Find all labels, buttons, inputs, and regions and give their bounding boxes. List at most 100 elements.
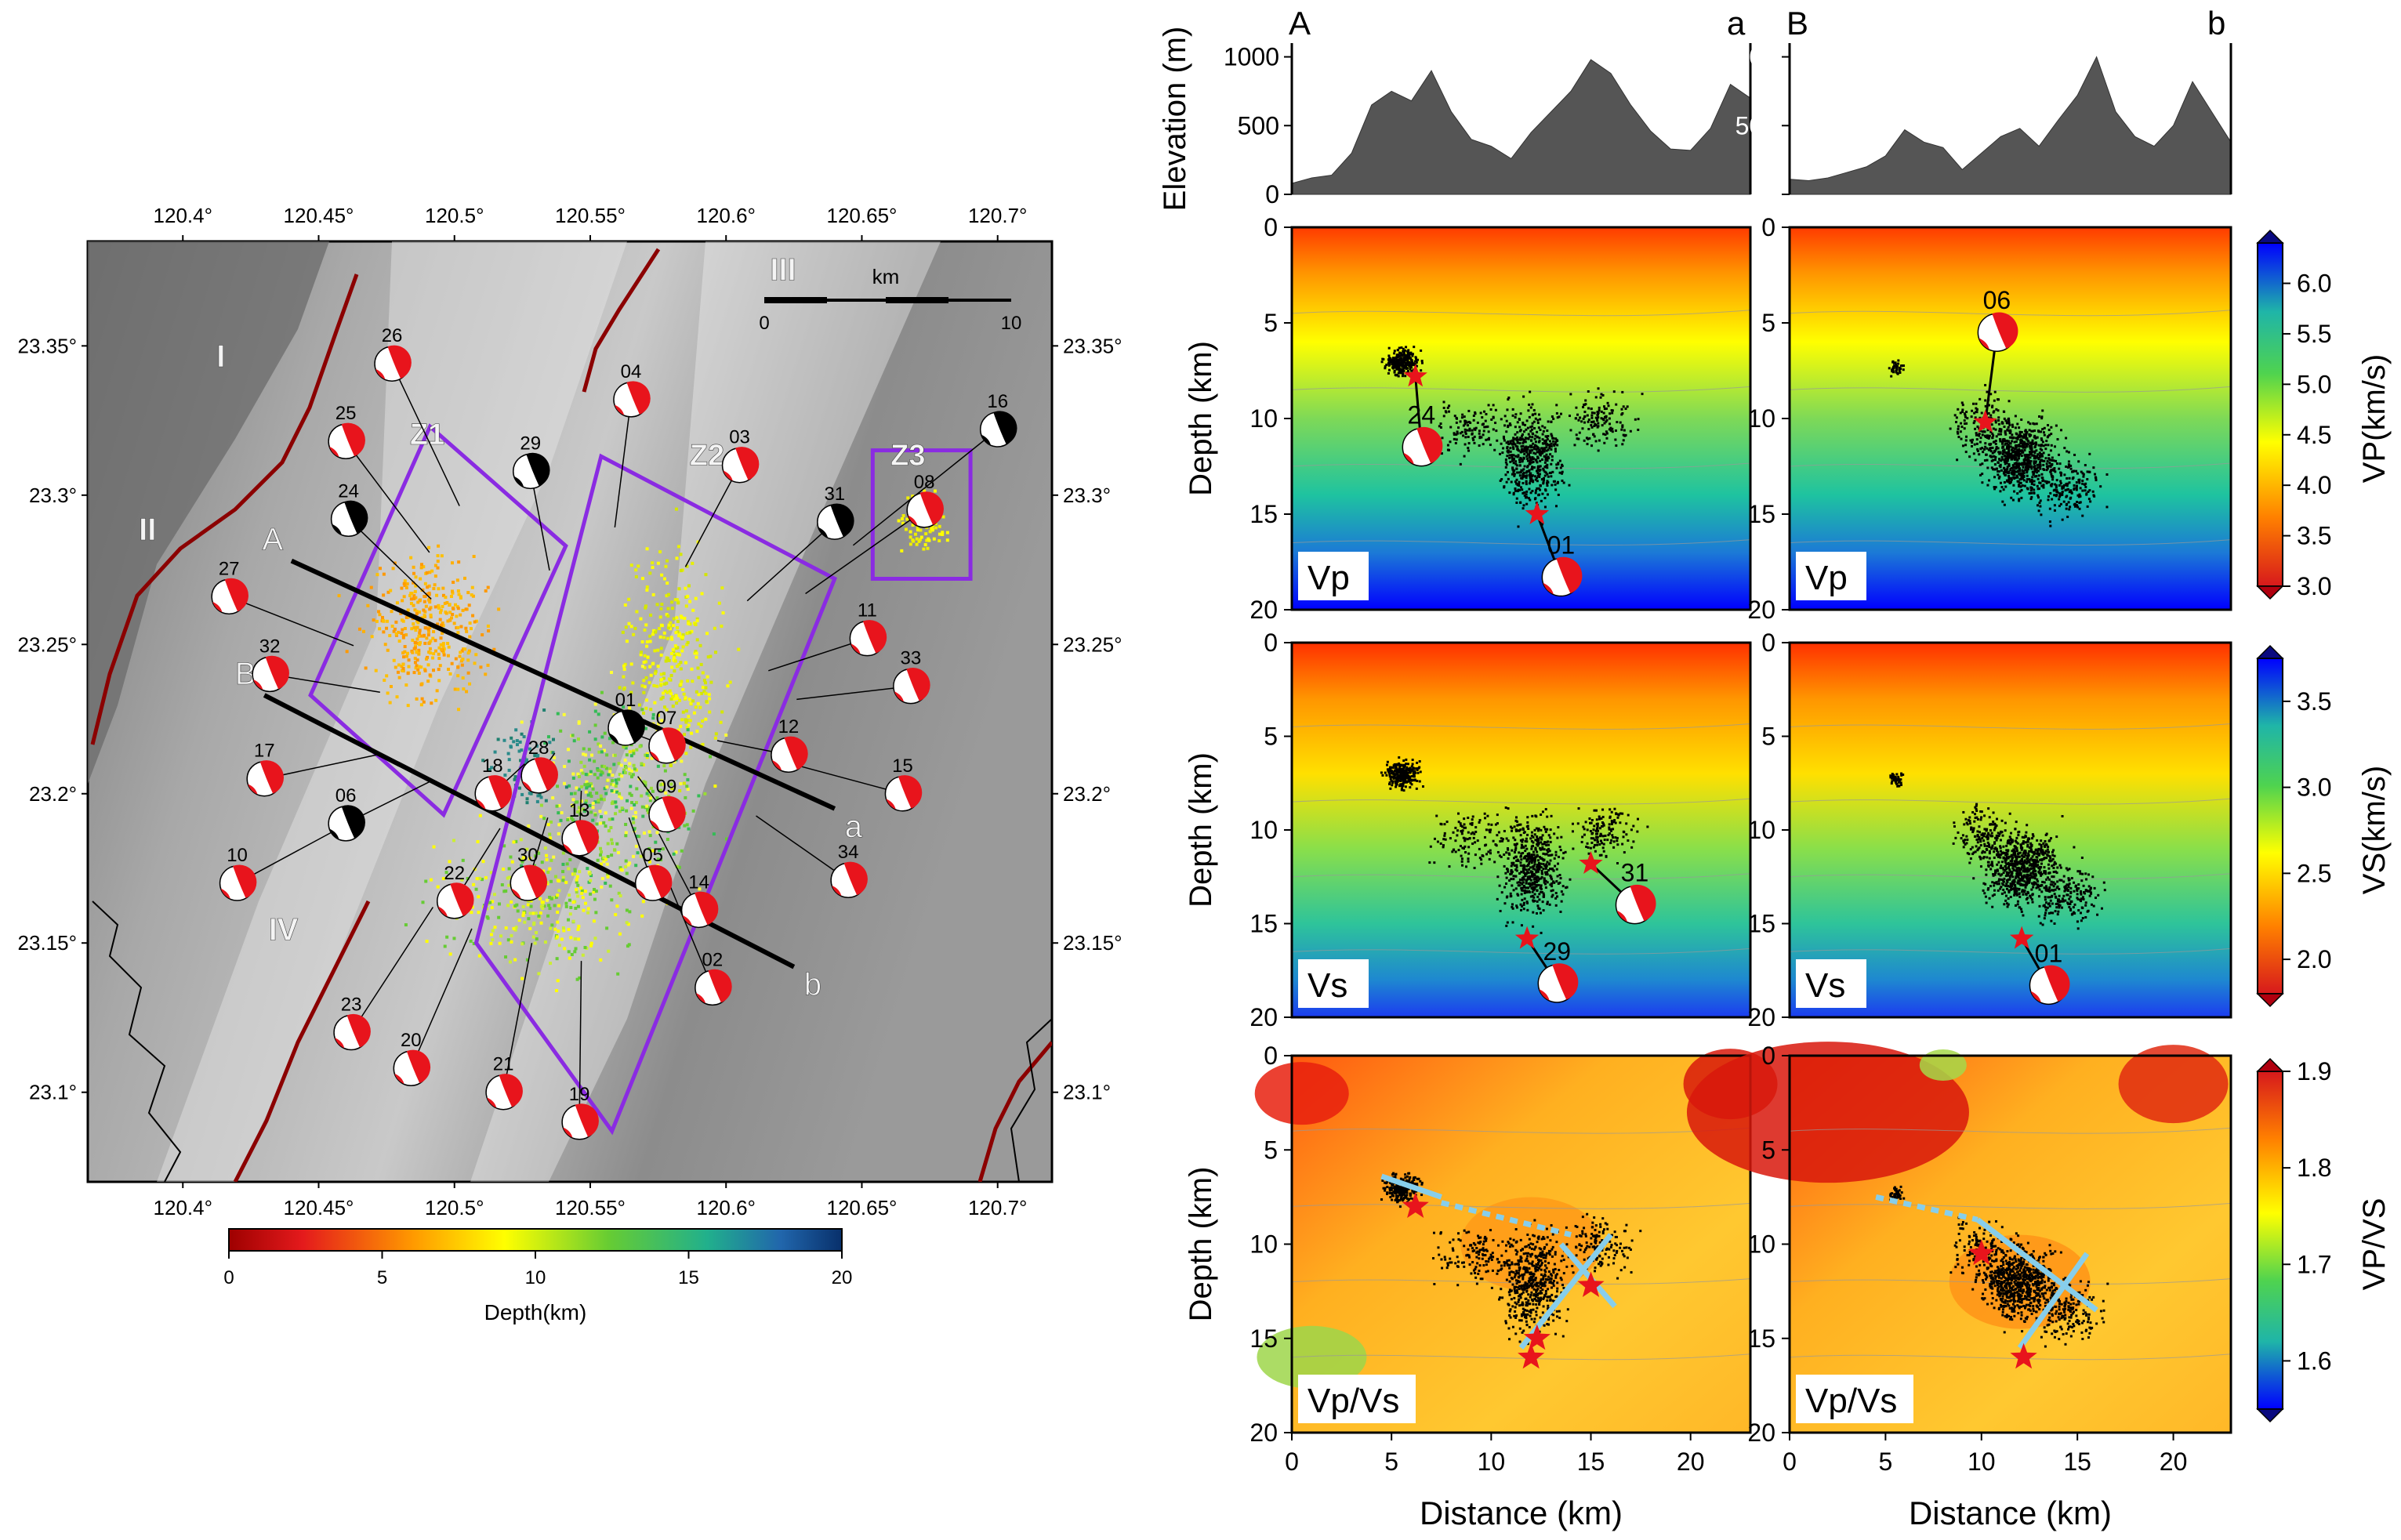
seismicity-point [684,604,688,608]
seismic-event [2041,440,2044,444]
seismicity-point [560,811,564,815]
seismicity-point [568,893,571,897]
seismic-event [1517,893,1520,897]
seismic-event [2036,504,2040,507]
profile-start-label: B [235,657,256,691]
seismic-event [1523,857,1526,860]
seismic-event [2006,466,2009,469]
seismic-event [2011,466,2014,469]
seismicity-point [588,792,592,795]
mechanism-id: 18 [482,756,503,777]
seismic-event [2036,477,2040,480]
seismic-event [2033,434,2036,437]
seismic-event [1540,875,1543,879]
seismic-event [1393,770,1396,773]
seismicity-point [455,578,459,582]
seismic-event [1521,482,1525,485]
seismic-event [1462,424,1465,427]
seismic-event [1512,889,1515,892]
seismic-event [2058,495,2062,498]
seismic-event [1991,404,1994,408]
seismic-event [1514,839,1517,842]
seismicity-point [567,927,571,931]
seismic-event [2068,463,2071,466]
elevation-area-B [1789,56,2232,195]
seismicity-point [564,904,568,908]
seismic-event [1400,357,1403,360]
seismic-event [2003,503,2006,506]
seismicity-point [474,653,478,657]
beachball-compression [575,1103,599,1137]
seismicity-point [644,727,647,730]
seismicity-point [680,849,684,853]
seismicity-point [695,617,699,621]
seismic-event [1562,851,1565,854]
seismic-event [1957,436,1960,439]
seismicity-point [539,803,543,807]
seismicity-point [570,952,574,956]
beachball-compression-2 [851,643,861,654]
seismic-event [1549,453,1552,456]
seismicity-point [564,880,568,884]
mechanism-leader [502,943,533,1092]
velocity-contour [1291,386,1751,393]
seismicity-point [443,601,447,605]
seismic-event [1387,362,1391,365]
seismicity-point [401,628,404,632]
seismicity-point [466,671,470,675]
beachball-compression [662,727,686,761]
seismic-event [1621,424,1624,427]
seismic-event [1548,444,1551,448]
seismic-event [1596,413,1599,416]
seismic-event [1522,456,1525,459]
seismic-event [1408,353,1411,357]
seismic-event [2053,494,2056,497]
seismicity-point [666,614,670,618]
seismicity-point [613,848,617,852]
seismic-event [1529,449,1532,452]
seismic-event [1524,855,1527,858]
seismic-event [1446,406,1449,409]
seismic-event [1553,480,1556,483]
seismicity-point [611,817,615,821]
seismic-event [2105,473,2109,476]
seismicity-point [403,645,407,649]
seismic-event [1995,445,1998,448]
seismicity-point [374,669,378,672]
seismic-event [1506,921,1509,924]
seismicity-point [492,893,496,897]
seismicity-point [638,745,642,748]
seismicity-point [684,752,688,756]
seismic-event [1471,437,1474,440]
seismic-event [2086,470,2089,473]
seismic-event [1539,428,1542,431]
seismicity-point [906,496,910,500]
focal-mechanism-02 [695,969,732,1006]
zone-label: Z2 [690,440,724,473]
seismic-event [1518,464,1521,467]
seismicity-point [446,654,450,658]
seismicity-point [453,687,457,691]
seismic-event [1520,871,1523,874]
seismicity-point [701,686,705,690]
seismic-event [1539,911,1542,915]
seismic-event [2099,485,2102,488]
seismicity-point [603,787,607,791]
seismicity-point [423,626,427,630]
seismicity-point [658,550,662,554]
seismic-event [1545,453,1548,456]
seismic-event [2031,470,2034,473]
seismic-event [1536,868,1540,871]
seismic-event [1514,455,1518,458]
seismic-event [1590,414,1594,417]
seismicity-point [705,700,709,704]
seismic-event [2011,423,2014,426]
seismicity-point [506,938,510,942]
seismic-event [2055,486,2058,489]
seismic-event [1550,895,1554,898]
seismicity-point [599,958,603,962]
seismic-event [1590,426,1594,429]
seismic-event [1503,829,1506,832]
seismic-event [1530,853,1533,857]
seismic-event [1532,442,1535,445]
